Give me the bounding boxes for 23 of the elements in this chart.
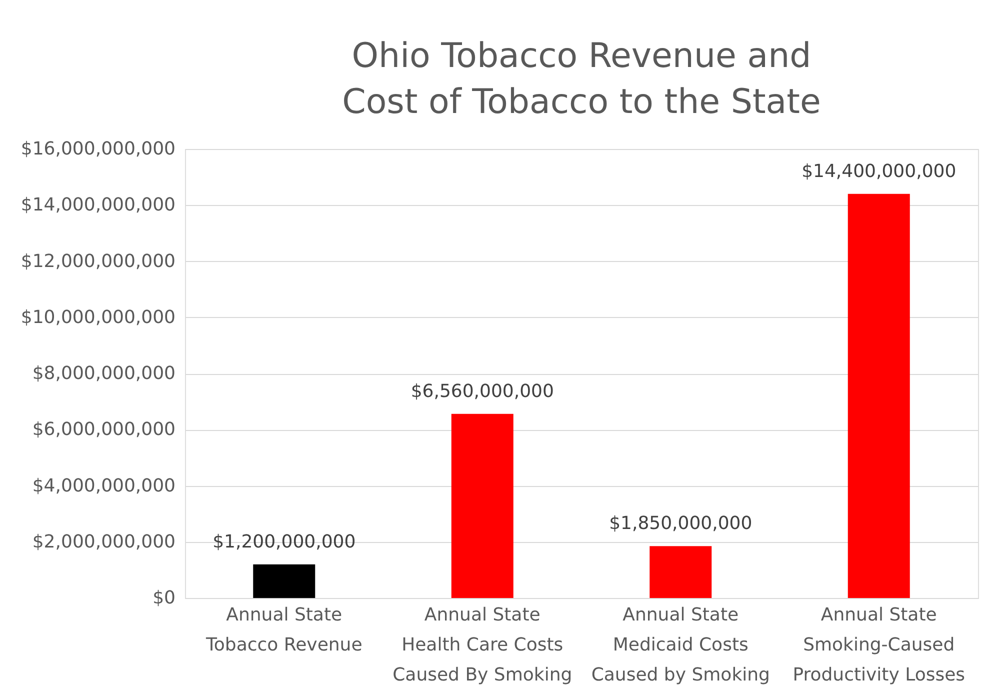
y-tick-label: $2,000,000,000	[32, 531, 176, 552]
data-label: $6,560,000,000	[410, 380, 554, 402]
bar	[848, 194, 910, 598]
y-tick-label: $14,000,000,000	[20, 194, 176, 216]
y-tick-label: $0	[152, 588, 176, 608]
y-tick-label: $8,000,000,000	[32, 363, 176, 384]
data-label: $1,850,000,000	[609, 513, 752, 534]
data-label: $1,200,000,000	[212, 531, 356, 552]
x-tick-label: Annual State Health Care Costs Caused By Smoking	[392, 604, 572, 686]
text: Cost of Tobacco to the State	[342, 82, 821, 122]
y-tick-label: $10,000,000,000	[20, 306, 176, 328]
bar	[253, 564, 316, 598]
text: Ohio Tobacco Revenue and	[352, 36, 812, 76]
x-tick-label: Annual State Tobacco Revenue	[204, 604, 362, 656]
y-tick-label: $12,000,000,000	[20, 250, 176, 272]
y-tick-label: $4,000,000,000	[32, 475, 176, 496]
bar	[451, 414, 514, 598]
x-tick-label: Annual State Medicaid Costs Caused by Smoking	[591, 604, 770, 686]
y-tick-label: $6,000,000,000	[32, 419, 176, 440]
y-tick-label: $16,000,000,000	[20, 138, 176, 160]
x-tick-label: Annual State Smoking-Caused Productivity Losses	[792, 604, 966, 686]
data-label: $14,400,000,000	[802, 160, 956, 182]
bar	[650, 546, 712, 598]
